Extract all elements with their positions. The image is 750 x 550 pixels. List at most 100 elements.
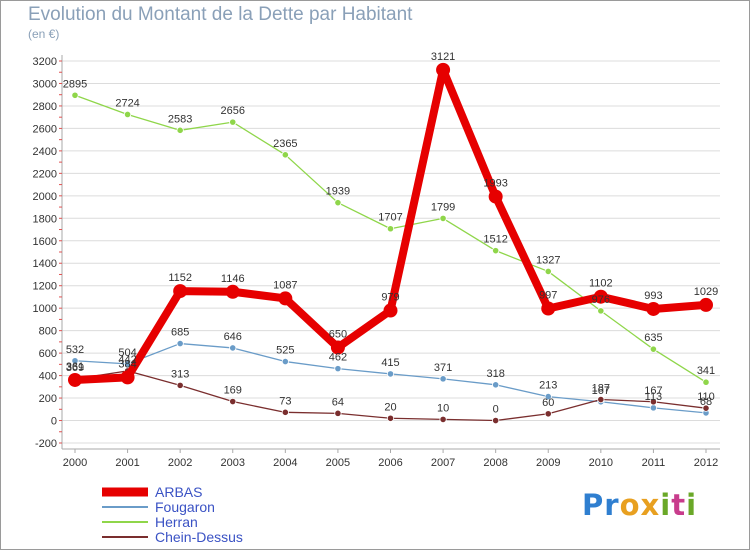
logo-letter: i [660,488,672,522]
x-tick-label: 2001 [115,457,139,469]
x-tick-label: 2002 [168,457,192,469]
data-point [649,404,658,412]
proxiti-logo: Proxiti [582,488,697,522]
logo-letter: r [604,488,620,522]
y-tick-label: 2200 [33,168,57,180]
data-point [699,297,713,312]
data-label: 532 [66,344,84,356]
data-point [386,414,395,422]
data-label: 20 [384,401,396,413]
logo-letter: P [582,488,605,522]
chart-legend: ARBAS Fougaron Herran Chein-Dessus [100,483,243,545]
logo-letter: t [671,488,687,522]
data-label: 462 [329,352,347,364]
data-point [173,284,188,299]
x-tick-label: 2011 [642,457,666,469]
data-point [492,381,500,389]
data-label: 3121 [431,51,455,63]
x-tick-label: 2006 [378,457,402,469]
data-label: 2365 [273,138,297,150]
data-label: 504 [118,347,136,359]
legend-item-arbas: ARBAS [100,483,243,500]
data-point [544,267,552,276]
data-point [229,344,237,352]
y-tick-label: 1200 [33,281,57,293]
data-point [649,398,658,406]
data-label: 1993 [483,178,507,190]
data-label: 1029 [694,286,718,298]
data-label: 341 [697,365,715,377]
y-tick-label: 1400 [33,258,57,270]
data-label: 525 [276,345,294,357]
data-label: 313 [171,368,189,380]
data-label: 10 [437,402,449,414]
chart-title: Evolution du Montant de la Dette par Hab… [28,4,413,25]
data-point [436,62,451,77]
y-tick-label: 2400 [33,146,57,158]
data-label: 1799 [431,201,455,213]
data-point [71,91,79,99]
data-point [225,284,240,299]
data-point [123,110,132,119]
y-tick-label: 1600 [33,236,57,248]
data-point [176,339,184,348]
data-label: 187 [592,383,610,395]
data-point [544,410,552,418]
data-point [229,118,237,126]
legend-label-chein-dessus: Chein-Dessus [155,528,243,545]
data-point [176,381,184,389]
data-point [71,357,79,365]
data-point [646,301,661,316]
data-point [281,408,289,416]
data-label: 384 [118,358,136,370]
data-point [492,247,500,255]
data-label: 1939 [326,186,350,198]
logo-letter: i [686,488,698,522]
x-tick-label: 2003 [221,457,245,469]
x-tick-label: 2004 [273,457,297,469]
logo-letter: o [619,488,641,522]
data-label: 2583 [168,113,192,125]
data-point [649,345,658,353]
data-label: 2895 [63,78,87,90]
y-tick-label: -200 [35,438,57,450]
y-tick-label: 2800 [33,101,57,113]
data-label: 685 [171,327,189,339]
data-label: 371 [434,362,452,374]
data-point [702,378,710,386]
data-label: 0 [493,404,499,416]
data-label: 1707 [378,212,402,224]
data-point [334,409,342,417]
data-label: 415 [381,357,399,369]
data-label: 1327 [536,254,560,266]
y-tick-label: 600 [39,348,57,360]
data-point [386,225,395,233]
y-tick-label: 3200 [33,56,57,68]
data-point [702,404,710,412]
chart-unit-label: (en €) [28,27,60,41]
data-label: 369 [66,362,84,374]
y-tick-label: 1800 [33,213,57,225]
x-tick-label: 2000 [63,457,87,469]
data-label: 1152 [168,272,192,284]
data-point [492,416,500,425]
data-label: 361 [66,361,84,373]
data-point [541,301,556,316]
legend-swatch-arbas [102,487,148,497]
legend-label-arbas: ARBAS [155,483,203,500]
legend-item-fougaron: Fougaron [100,499,243,515]
data-point [439,375,447,383]
data-point [386,370,395,378]
data-label: 1087 [273,279,297,291]
x-tick-label: 2012 [694,457,718,469]
x-tick-label: 2009 [536,457,560,469]
data-point [334,199,342,207]
logo-letter: x [640,488,661,522]
y-tick-label: 800 [39,326,57,338]
data-label: 997 [539,290,557,302]
data-label: 1146 [221,273,245,285]
data-label: 979 [381,292,399,304]
x-tick-label: 2005 [326,457,350,469]
data-label: 167 [644,385,662,397]
legend-swatch-fougaron [102,506,148,508]
